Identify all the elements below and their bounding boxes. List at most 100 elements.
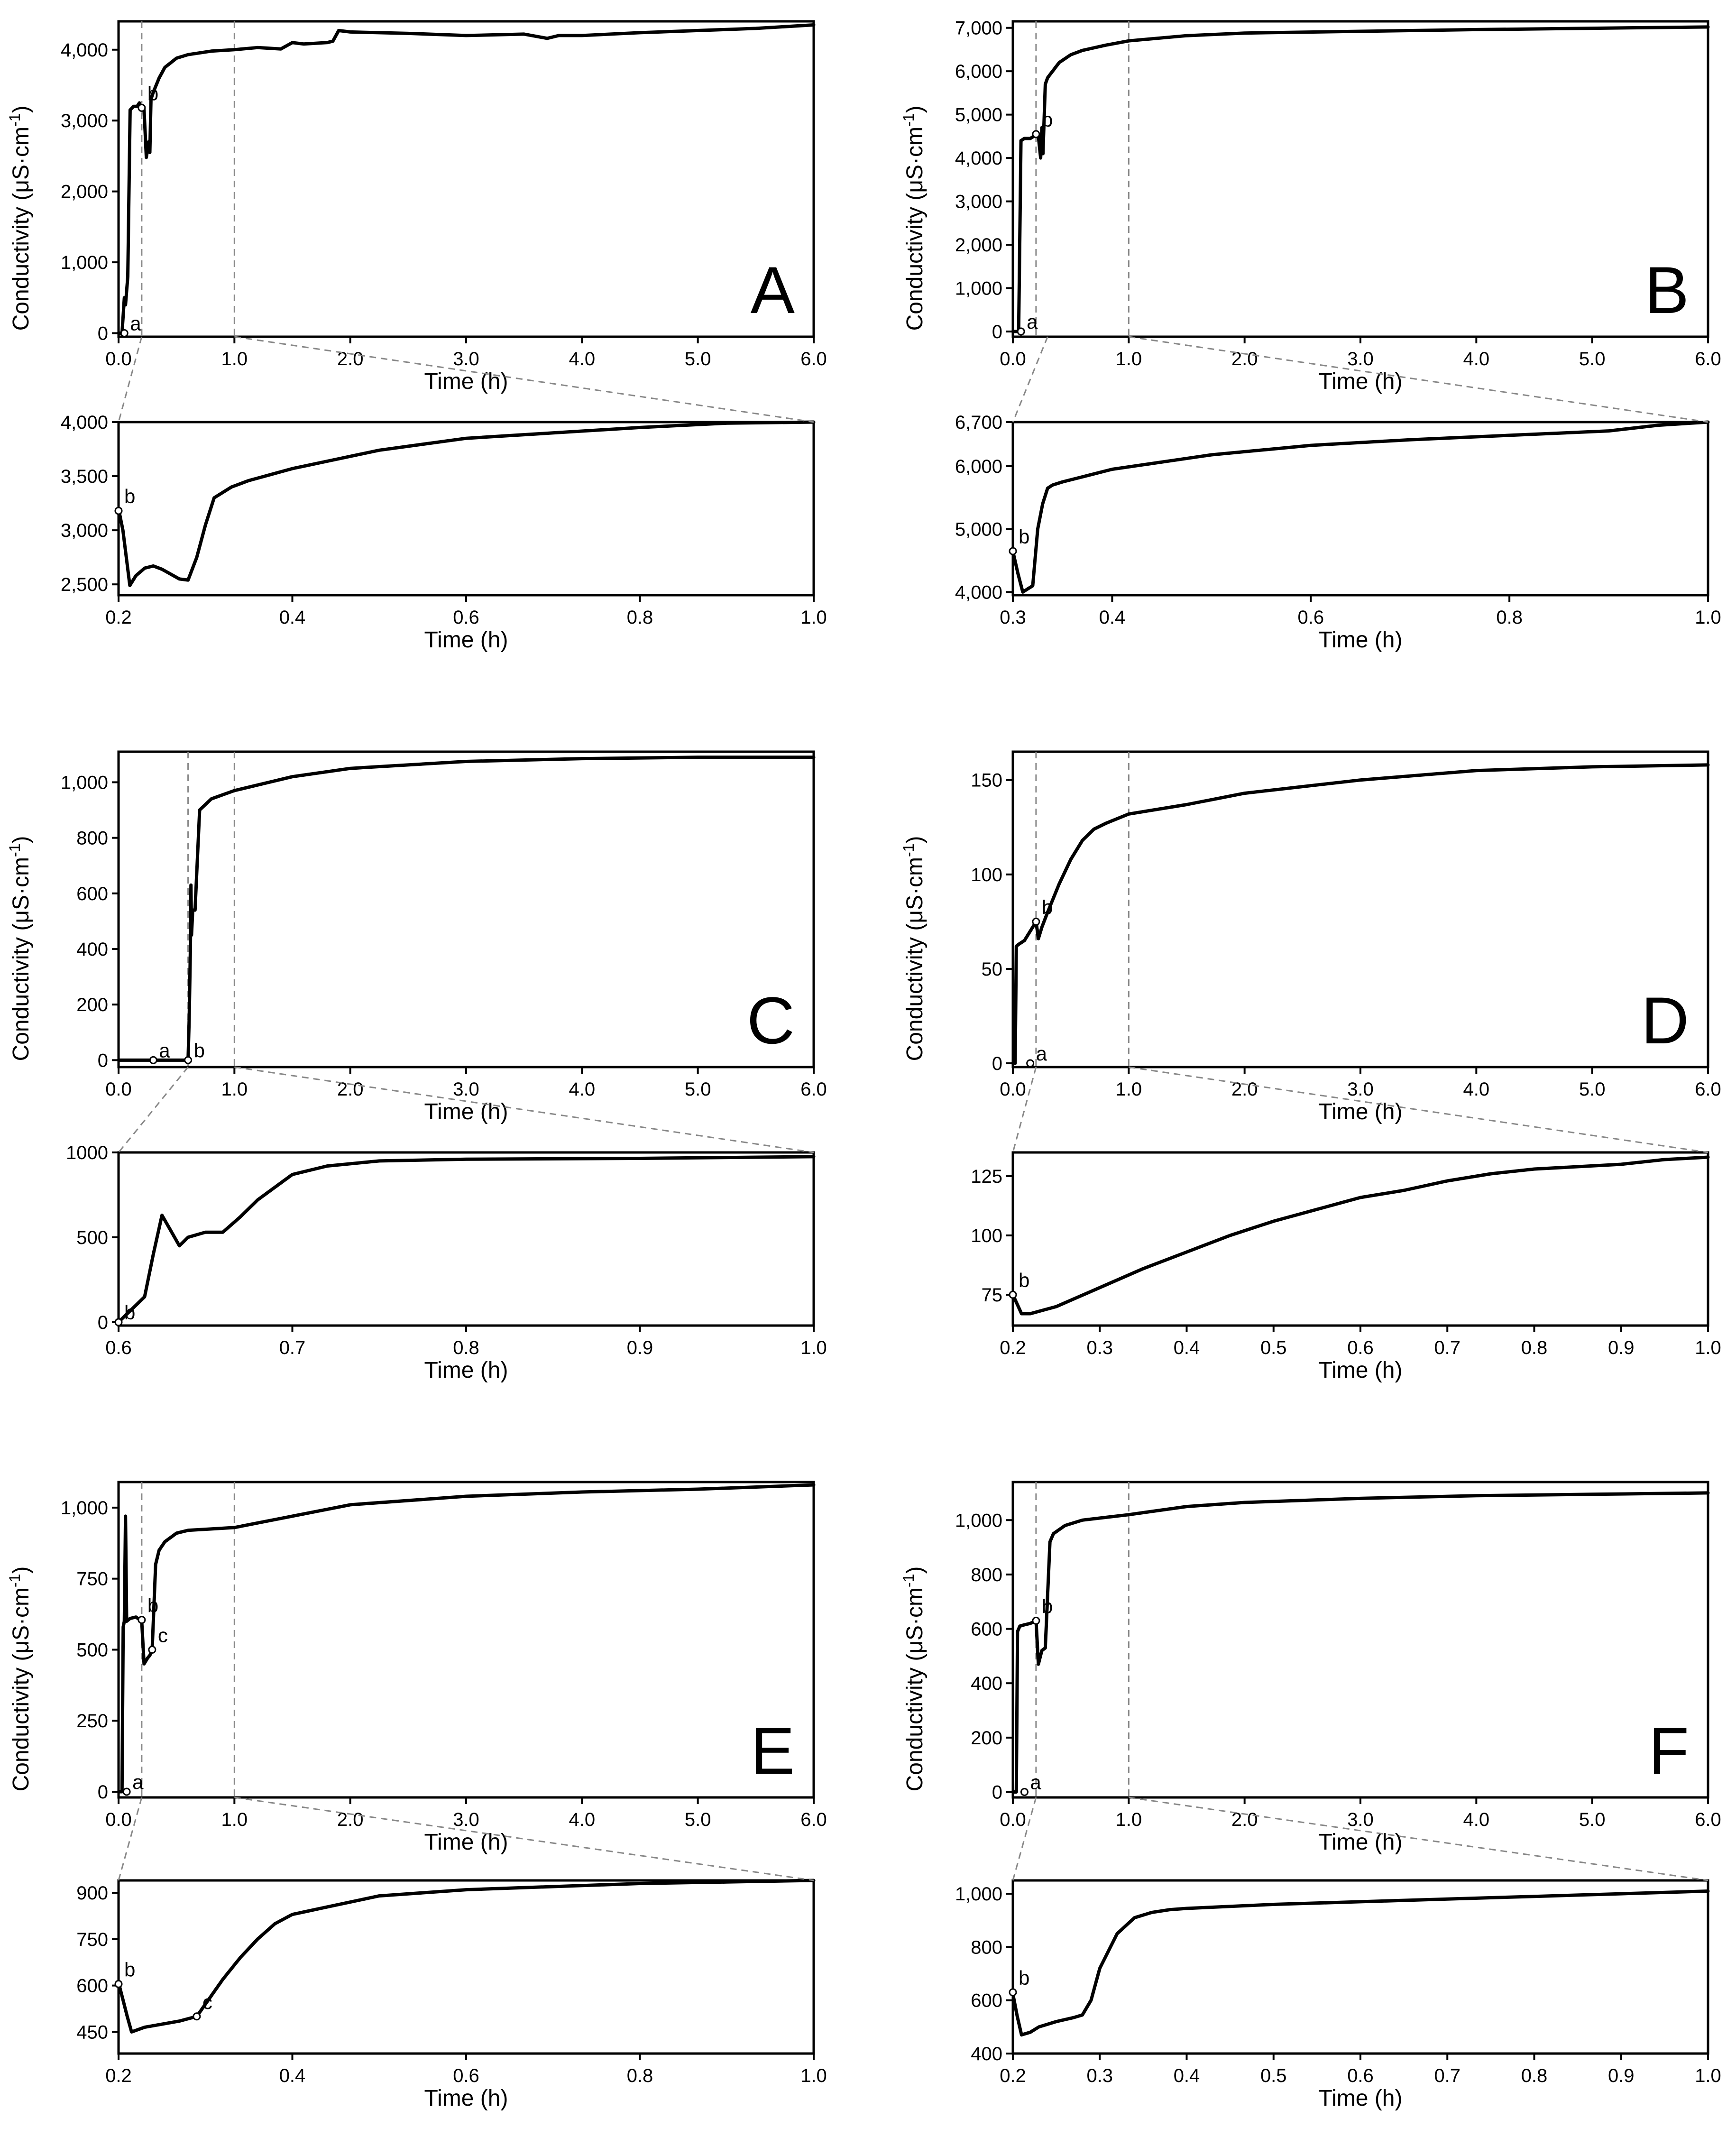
y-axis-title: Conductivity (μS·cm-1) [900, 106, 928, 331]
chart-A-zoom: 0.2 0.4 0.6 0.8 1.0 2,500 3,000 3,500 4,000 Time … [61, 412, 827, 653]
x-tick-label: 0.6 [105, 1337, 132, 1358]
y-tick-label: 4,000 [61, 40, 108, 61]
panel-letter: E [751, 1713, 795, 1788]
x-tick-label: 4.0 [1463, 1809, 1490, 1830]
point-marker-b [1032, 130, 1040, 138]
y-tick-label: 0 [992, 1782, 1002, 1803]
x-axis-title: Time (h) [424, 627, 508, 653]
conductivity-series [117, 1483, 816, 1794]
point-label-c: c [158, 1624, 168, 1646]
conductivity-series [117, 420, 816, 587]
chart-B-main: 0.0 1.0 2.0 3.0 4.0 5.0 6.0 0 1,000 2,000 3,000 4,0… [955, 18, 1721, 394]
x-tick-label: 0.0 [105, 1079, 132, 1100]
y-tick-label: 750 [76, 1569, 108, 1590]
x-tick-label: 1.0 [1116, 1079, 1142, 1100]
y-tick-label: 3,000 [61, 520, 108, 541]
conductivity-series [1011, 1491, 1710, 1794]
point-label-c: c [202, 1991, 212, 2013]
x-tick-label: 0.8 [627, 2065, 653, 2086]
y-axis-title-close: ) [902, 836, 928, 844]
chart-C-zoom: 0.6 0.7 0.8 0.9 1.0 0 500 1000 Time (h) b [66, 1142, 827, 1383]
x-tick-label: 2.0 [337, 349, 364, 369]
point-marker-b [1009, 1988, 1017, 1997]
chart-D-main: 0.0 1.0 2.0 3.0 4.0 5.0 6.0 0 50 100 150 Time (h) a b… [971, 750, 1721, 1124]
y-tick-label: 400 [971, 2044, 1002, 2064]
point-marker-a [149, 1056, 157, 1064]
x-tick-label: 6.0 [1695, 349, 1721, 369]
y-tick-label: 2,000 [955, 235, 1002, 256]
y-tick-label: 2,000 [61, 182, 108, 203]
x-tick-label: 0.3 [1086, 1337, 1113, 1358]
y-tick-label: 450 [76, 2022, 108, 2043]
y-tick-label: 500 [76, 1640, 108, 1660]
x-tick-label: 0.4 [279, 2065, 306, 2086]
conductivity-series [117, 755, 816, 1062]
y-tick-label: 3,000 [61, 111, 108, 131]
y-axis-title-sup: -1 [6, 113, 23, 127]
point-label-b: b [147, 82, 158, 104]
y-axis-title-close: ) [9, 836, 34, 844]
y-tick-label: 5,000 [955, 519, 1002, 540]
plot-frame [117, 421, 815, 597]
y-tick-label: 200 [971, 1728, 1002, 1749]
y-tick-label: 400 [76, 939, 108, 960]
x-tick-label: 3.0 [453, 1079, 479, 1100]
x-tick-label: 0.6 [1297, 607, 1324, 628]
point-label-b: b [1019, 1967, 1029, 1989]
y-tick-label: 200 [76, 995, 108, 1015]
plot-frame [117, 750, 815, 1068]
y-tick-label: 1,000 [61, 252, 108, 273]
x-tick-label: 4.0 [1463, 1079, 1490, 1100]
point-label-a: a [1030, 1771, 1041, 1794]
zoom-connector-right [234, 336, 814, 423]
zoom-connector-left [1012, 1797, 1037, 1881]
conductivity-series [1011, 1155, 1710, 1316]
y-axis-title-sup: -1 [6, 844, 23, 857]
x-tick-label: 5.0 [1579, 349, 1606, 369]
x-tick-label: 0.8 [453, 1337, 479, 1358]
plot-frame [117, 1151, 815, 1327]
x-tick-label: 6.0 [1695, 1809, 1721, 1830]
zoom-connector-right [234, 1066, 814, 1153]
y-tick-label: 800 [971, 1565, 1002, 1585]
point-marker-b [114, 1318, 123, 1326]
x-tick-label: 0.7 [1434, 1337, 1460, 1358]
y-tick-label: 5,000 [955, 105, 1002, 126]
point-label-a: a [1036, 1042, 1047, 1065]
zoom-connector-right [1129, 1066, 1708, 1153]
x-tick-label: 0.2 [105, 2065, 132, 2086]
x-tick-label: 0.4 [1174, 2065, 1200, 2086]
y-tick-label: 1,000 [955, 1510, 1002, 1531]
chart-F-main: 0.0 1.0 2.0 3.0 4.0 5.0 6.002004006008001,000T… [955, 1481, 1721, 1855]
point-marker-a [1017, 327, 1025, 336]
y-axis-title-close: ) [902, 1566, 928, 1574]
y-tick-label: 1,000 [61, 1498, 108, 1519]
chart-F-zoom: 0.2 0.3 0.4 0.5 0.6 0.7 0.8 0.9 1.0 400 600 800 1,00… [955, 1879, 1721, 2111]
zoom-connector-right [234, 1796, 814, 1881]
point-label-a: a [1027, 311, 1038, 333]
x-tick-label: 3.0 [1347, 349, 1374, 369]
x-tick-label: 0.6 [1347, 2065, 1374, 2086]
x-tick-label: 0.0 [105, 349, 132, 369]
zoom-connector-left [118, 1067, 189, 1153]
y-axis-title-sup: -1 [900, 113, 917, 127]
y-axis-title-text: Conductivity (μS·cm [902, 127, 928, 331]
x-tick-label: 0.8 [1496, 607, 1523, 628]
y-tick-label: 600 [76, 1976, 108, 1997]
y-axis-title-text: Conductivity (μS·cm [902, 857, 928, 1061]
x-tick-label: 4.0 [569, 1809, 596, 1830]
x-tick-label: 0.5 [1260, 2065, 1287, 2086]
point-label-a: a [159, 1039, 170, 1061]
x-tick-label: 0.8 [1521, 1337, 1548, 1358]
point-label-b: b [147, 1594, 158, 1617]
y-tick-label: 0 [98, 323, 108, 344]
panel-letter: C [747, 983, 795, 1058]
y-tick-label: 100 [971, 1225, 1002, 1246]
x-tick-label: 1.0 [1116, 1809, 1142, 1830]
x-tick-label: 3.0 [453, 349, 479, 369]
y-tick-label: 900 [76, 1883, 108, 1904]
y-tick-label: 4,000 [955, 582, 1002, 603]
y-axis-title-text: Conductivity (μS·cm [9, 1587, 34, 1791]
point-marker-b [1009, 547, 1017, 555]
y-tick-label: 0 [98, 1050, 108, 1071]
